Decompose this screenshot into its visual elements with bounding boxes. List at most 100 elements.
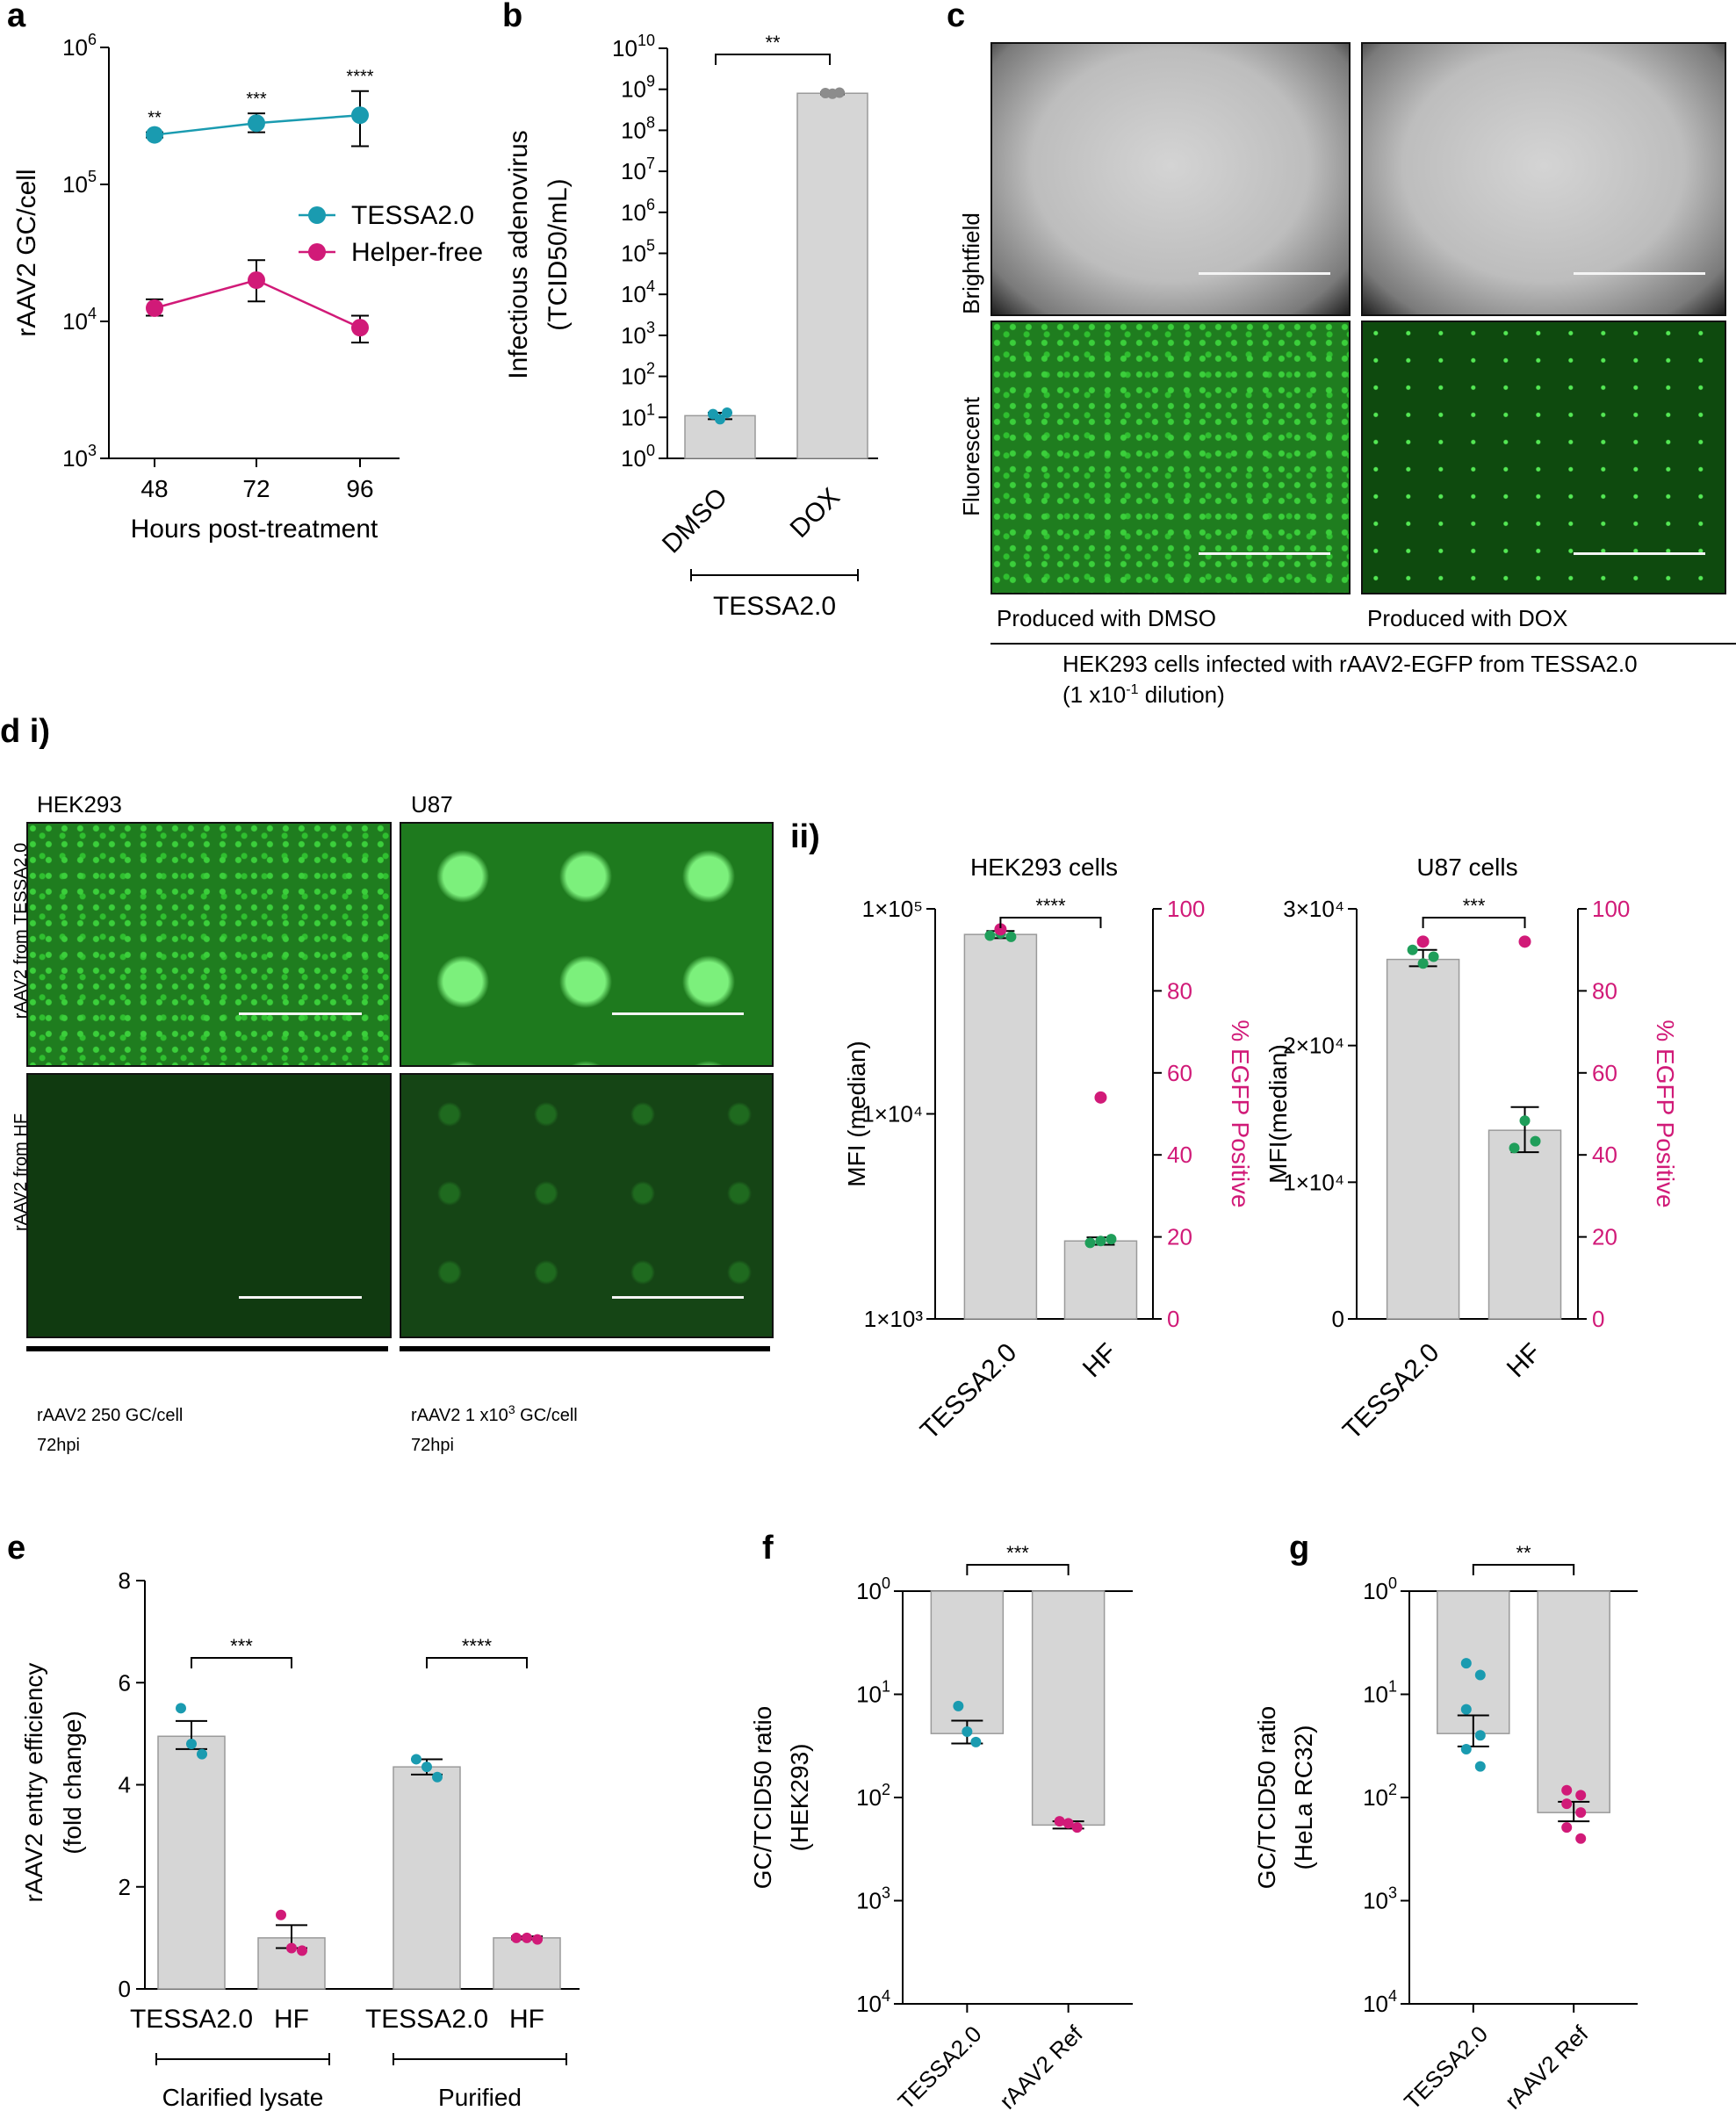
data-point [1106, 1234, 1117, 1245]
panel-label-d: d i) [0, 713, 50, 750]
y-tick-label: 1×10⁵ [862, 896, 923, 922]
y-axis-label2: (HeLa RC32) [1290, 1725, 1317, 1870]
scale-bar [612, 1296, 744, 1299]
scale-bar [239, 1012, 362, 1015]
y-tick-label: 102 [856, 1781, 890, 1811]
x-tick-label-e: HF [274, 2005, 309, 2034]
panel-label-dii: ii) [790, 818, 820, 855]
y-tick-label: 101 [856, 1678, 890, 1708]
y-tick-label-a: 105 [62, 168, 97, 198]
y-tick-label-e: 2 [119, 1874, 131, 1900]
data-point [1575, 1807, 1587, 1819]
data-point [1407, 944, 1418, 955]
panel-label-a: a [7, 0, 26, 34]
chart-b: 100 101 102 103 104 105 106 107 108 109 1010 Infect… [504, 32, 878, 621]
y-axis-label2-b: (TCID50/mL) [544, 178, 573, 330]
y-tick-label-b: 101 [621, 400, 655, 430]
y-tick-label: 2×10⁴ [1283, 1033, 1344, 1059]
data-point [1460, 1658, 1472, 1669]
y2-tick-label: 20 [1592, 1224, 1617, 1250]
micrograph-fluorescent-dmso [990, 321, 1351, 594]
percent-point [1518, 935, 1531, 948]
data-point-e [511, 1932, 522, 1943]
x-tick-label-a: 96 [346, 475, 373, 502]
data-point [1474, 1669, 1486, 1681]
bar [1386, 958, 1460, 1320]
chart-a: 103 104 105 106 48 72 96 Hours post-treatment rA… [12, 31, 483, 544]
legend-marker-a [308, 243, 326, 261]
data-point-e [297, 1945, 307, 1956]
data-point [1509, 1142, 1520, 1154]
y-axis-label-e: rAAV2 entry efficiency [20, 1663, 47, 1903]
x-tick-label: TESSA2.0 [915, 1338, 1022, 1445]
bar [1487, 1129, 1562, 1320]
y-tick-label-b: 109 [621, 73, 655, 103]
caption-dmso: Produced with DMSO [997, 605, 1216, 631]
y2-axis-label: % EGFP Positive [1227, 1019, 1254, 1207]
data-point-b [715, 414, 725, 425]
data-point-e [522, 1932, 532, 1943]
data-point-e [411, 1754, 421, 1765]
x-axis-label-a: Hours post-treatment [131, 515, 378, 544]
y2-tick-label: 100 [1167, 896, 1205, 922]
micrograph-brightfield-dox [1361, 42, 1726, 316]
sig-bracket-label: *** [1006, 1542, 1029, 1564]
sig-bracket-e [426, 1657, 528, 1668]
percent-point [994, 923, 1007, 936]
caption-hek293-dose: rAAV2 250 GC/cell [37, 1406, 183, 1425]
sig-label-a: **** [346, 68, 373, 87]
data-point [1474, 1730, 1486, 1741]
panel-label-f: f [762, 1530, 774, 1567]
caption-u87-time: 72hpi [411, 1436, 454, 1455]
y-tick-label: 100 [856, 1574, 890, 1604]
y-axis-label: GC/TCID50 ratio [1253, 1706, 1280, 1890]
data-point-a [351, 319, 369, 337]
y-tick-label: 101 [1363, 1678, 1397, 1708]
sig-label-a: *** [246, 90, 267, 109]
scale-bar [1199, 552, 1330, 555]
data-point-e [432, 1771, 443, 1783]
col-title-u87: U87 [411, 791, 453, 818]
sig-bracket-b-label: ** [765, 32, 781, 54]
x-tick-label-e: TESSA2.0 [365, 2005, 488, 2034]
micrograph-brightfield-dmso [990, 42, 1351, 316]
sig-bracket-label: ** [1516, 1542, 1531, 1564]
x-tick-label: HF [1077, 1338, 1123, 1384]
y2-tick-label: 60 [1592, 1060, 1617, 1086]
sig-bracket [999, 917, 1102, 928]
chart-f: 100 101 102 103 104 GC/TCID50 ratio (HEK293) TE… [749, 1542, 1133, 2114]
x-tick-label: rAAV2 Ref [994, 2020, 1088, 2114]
y-axis-label-b: Infectious adenovirus [504, 130, 533, 379]
data-point [1474, 1761, 1486, 1772]
data-point [1575, 1790, 1587, 1801]
data-point-a [248, 271, 265, 290]
y2-tick-label: 20 [1167, 1224, 1192, 1250]
chart-title: U87 cells [1416, 854, 1517, 881]
row-label-fluorescent: Fluorescent [958, 396, 984, 516]
sig-bracket-b [715, 54, 831, 65]
y-axis-label: MFI (median) [843, 1041, 870, 1186]
y-axis-label: GC/TCID50 ratio [749, 1706, 776, 1890]
micrograph-hek293-hf [26, 1073, 392, 1338]
bar-b [684, 414, 756, 459]
data-point [1575, 1833, 1587, 1844]
x-tick-label-a: 72 [242, 475, 270, 502]
x-tick-label: TESSA2.0 [1337, 1338, 1444, 1445]
caption-u87-dose: rAAV2 1 x103 GC/cell [411, 1402, 578, 1425]
y-tick-label-e: 0 [119, 1976, 131, 2002]
data-point-a [146, 299, 163, 317]
data-point [1428, 951, 1439, 962]
divider-hek293 [26, 1346, 388, 1351]
data-point [1561, 1822, 1573, 1833]
y-tick-label-b: 106 [621, 196, 655, 226]
x-tick-label: rAAV2 Ref [1500, 2020, 1594, 2114]
data-point [1460, 1743, 1472, 1754]
data-point-e [197, 1748, 207, 1760]
x-tick-label-e: HF [509, 2005, 544, 2034]
sig-bracket-e-label: **** [462, 1635, 493, 1657]
y-tick-label-e: 8 [119, 1567, 131, 1594]
data-point [970, 1736, 982, 1747]
chart-title: HEK293 cells [970, 854, 1118, 881]
bar-b [796, 92, 868, 459]
y-tick-label-b: 102 [621, 360, 655, 390]
